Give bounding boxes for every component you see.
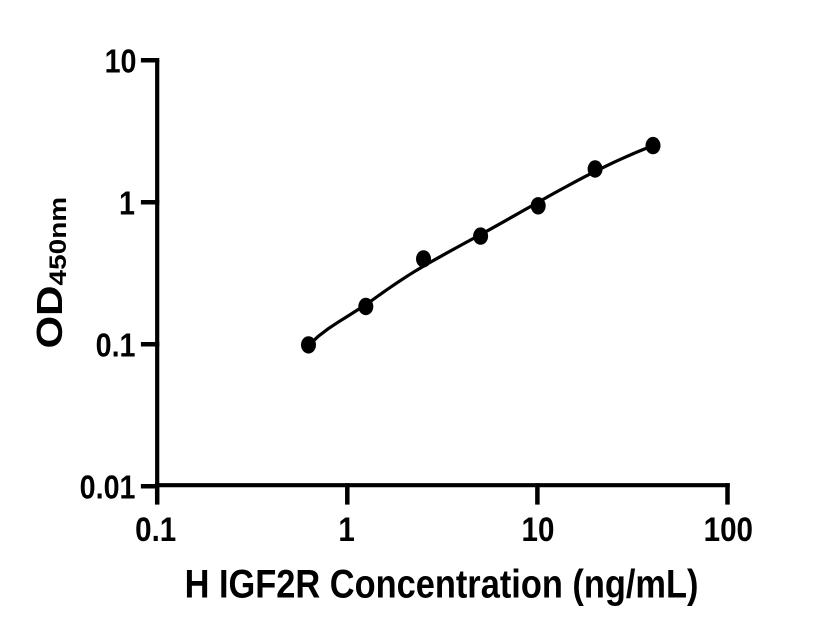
svg-text:1: 1: [119, 185, 135, 222]
svg-text:0.1: 0.1: [135, 510, 176, 548]
svg-text:10: 10: [105, 43, 137, 80]
svg-text:0.01: 0.01: [80, 469, 136, 506]
svg-text:0.1: 0.1: [96, 327, 136, 364]
svg-text:1: 1: [338, 510, 354, 548]
svg-text:10: 10: [522, 510, 555, 548]
svg-text:100: 100: [704, 510, 753, 548]
svg-text:OD450nm: OD450nm: [29, 197, 71, 349]
svg-text:H IGF2R Concentration (ng/mL): H IGF2R Concentration (ng/mL): [185, 561, 699, 606]
